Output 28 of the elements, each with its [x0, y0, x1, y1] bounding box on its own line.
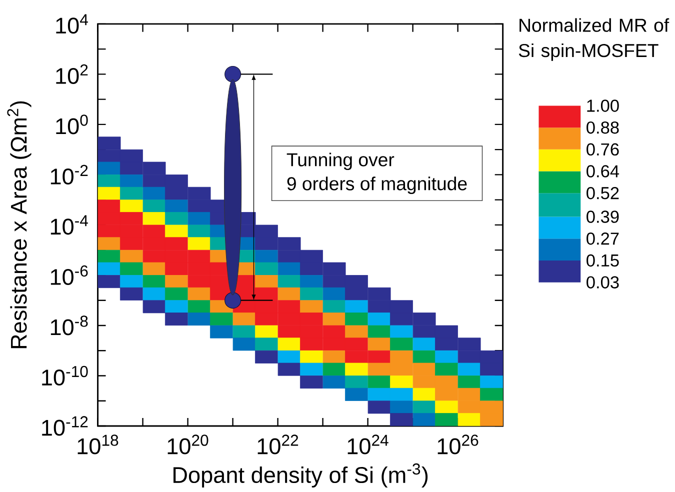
y-tick-label: 10$^{4}$	[56, 14, 88, 34]
x-tick-label: 10$^{24}$	[348, 434, 388, 454]
color-bar-label: 0.27	[586, 232, 619, 245]
color-bar-label: 0.64	[586, 165, 620, 178]
color-bar-label: 1.00	[587, 100, 619, 112]
x-tick-label: 10$^{20}$	[168, 434, 208, 454]
y-tick-label: 10$^{-2}$	[50, 164, 88, 185]
color-bar-label: 0.39	[586, 210, 619, 223]
y-axis-title: Resistance x Area (Ωm$^{2}$)	[7, 101, 32, 348]
x-axis-title: Dopant density of Si (m$^{-3}$)	[174, 463, 428, 488]
y-tick-label: 10$^{-6}$	[50, 265, 88, 286]
y-tick-label: 10$^{-8}$	[50, 316, 88, 336]
color-bar-label: 0.03	[586, 276, 619, 288]
color-bar-title: Normalized MR of Si spin-MOSFET	[518, 18, 670, 61]
x-tick-label: 10$^{26}$	[438, 434, 478, 454]
color-bar-label: 0.52	[586, 187, 619, 200]
x-tick-label: 10$^{22}$	[258, 434, 298, 454]
color-bar-label: 0.76	[586, 143, 619, 156]
y-tick-label: 10$^{0}$	[56, 114, 88, 134]
y-tick-label: 10$^{-4}$	[50, 215, 88, 235]
x-tick-label: 10$^{18}$	[78, 434, 118, 454]
color-bar-label: 0.15	[586, 254, 619, 267]
y-tick-label: 10$^{-12}$	[42, 416, 88, 436]
y-tick-label: 10$^{-10}$	[42, 366, 88, 386]
color-bar-label: 0.88	[586, 121, 619, 134]
y-tick-label: 10$^{2}$	[56, 64, 88, 84]
annotation: 9 orders of magnitude	[287, 176, 467, 194]
annotation: Tunning over	[286, 152, 394, 170]
